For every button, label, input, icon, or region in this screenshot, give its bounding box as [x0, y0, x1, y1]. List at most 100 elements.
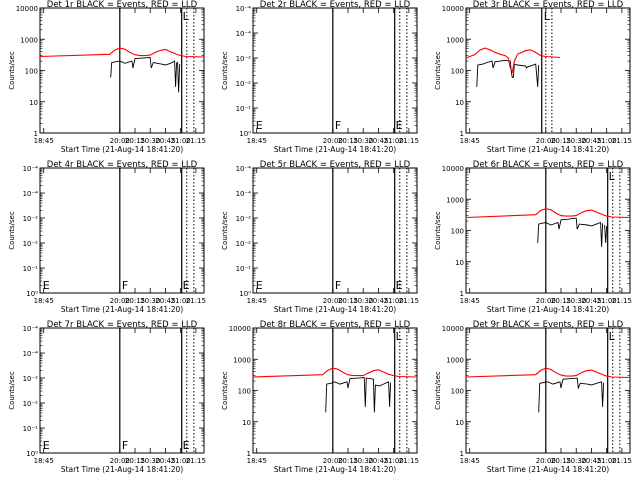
x-tick-label: 21:15 — [612, 297, 632, 305]
x-tick-label: 21:00 — [384, 297, 404, 305]
series-events-line — [110, 57, 178, 87]
x-tick-label: 21:15 — [186, 457, 206, 465]
series-events-line — [604, 224, 608, 243]
panel-det-9: Det 9r BLACK = Events, RED = LLD 10000 100… — [434, 320, 632, 474]
panel-det-6: Det 6r BLACK = Events, RED = LLD 10000 100… — [434, 160, 632, 314]
series-lld-line — [39, 47, 205, 58]
plot-frame — [39, 167, 205, 294]
y-axis-label: Counts/sec — [221, 51, 229, 90]
y-tick-label: 1000 — [446, 356, 464, 364]
y-tick-label: 10000 — [442, 5, 464, 13]
y-tick-label: 10⁻¹ — [23, 265, 39, 273]
flag-label: E — [43, 279, 50, 292]
x-axis-label: Start Time (21-Aug-14 18:41:20) — [274, 145, 396, 154]
x-tick-label: 21:00 — [171, 457, 191, 465]
plot-frame — [465, 7, 631, 134]
y-tick-label: 1000 — [233, 356, 251, 364]
plot-frame — [252, 7, 418, 134]
x-tick-label: 21:15 — [612, 137, 632, 145]
y-tick-label: 10⁻⁴ — [236, 190, 252, 198]
x-tick-label: 20:15 — [551, 297, 571, 305]
x-axis-label: Start Time (21-Aug-14 18:41:20) — [61, 145, 183, 154]
y-tick-label: 1000 — [446, 196, 464, 204]
x-axis-label: Start Time (21-Aug-14 18:41:20) — [487, 145, 609, 154]
series-lld-line — [465, 47, 561, 74]
x-tick-label: 18:45 — [247, 297, 267, 305]
y-tick-label: 10⁻⁴ — [236, 5, 252, 13]
x-axis-label: Start Time (21-Aug-14 18:41:20) — [487, 465, 609, 474]
x-tick-label: 21:15 — [186, 297, 206, 305]
x-tick-label: 21:00 — [171, 137, 191, 145]
x-tick-label: 20:15 — [551, 137, 571, 145]
x-tick-label: 20:30 — [566, 457, 586, 465]
x-tick-label: 20:00 — [536, 297, 556, 305]
x-tick-label: 21:00 — [597, 457, 617, 465]
y-tick-label: 10000 — [442, 165, 464, 173]
plot-frame — [465, 167, 631, 294]
x-tick-label: 21:15 — [186, 137, 206, 145]
plot-frame — [39, 327, 205, 454]
flag-label: E — [183, 439, 190, 452]
series-events-line — [538, 377, 605, 413]
y-tick-label: 10⁰ — [239, 130, 251, 138]
x-tick-label: 20:30 — [140, 297, 160, 305]
x-tick-label: 20:15 — [125, 297, 145, 305]
y-axis-label: Counts/sec — [434, 211, 442, 250]
x-tick-label: 20:30 — [353, 297, 373, 305]
x-axis-label: Start Time (21-Aug-14 18:41:20) — [61, 305, 183, 314]
panel-det-2: Det 2r BLACK = Events, RED = LLD 10⁻⁴ 10⁻⁴… — [221, 0, 419, 154]
panel-det-3: Det 3r BLACK = Events, RED = LLD 10000 100… — [434, 0, 632, 154]
x-tick-label: 20:15 — [125, 137, 145, 145]
x-tick-label: 20:30 — [566, 297, 586, 305]
flag-label: L — [609, 170, 616, 183]
plot-frame — [252, 167, 418, 294]
y-tick-label: 10000 — [442, 325, 464, 333]
flag-label: L — [183, 10, 190, 23]
x-tick-label: 20:00 — [110, 297, 130, 305]
flag-label: E — [256, 279, 263, 292]
x-tick-label: 20:45 — [581, 137, 601, 145]
x-axis-label: Start Time (21-Aug-14 18:41:20) — [487, 305, 609, 314]
y-tick-label: 1 — [460, 290, 464, 298]
panel-title: Det 6r BLACK = Events, RED = LLD — [473, 160, 624, 170]
x-axis-label: Start Time (21-Aug-14 18:41:20) — [61, 465, 183, 474]
y-tick-label: 1 — [460, 450, 464, 458]
flag-label: E — [43, 439, 50, 452]
x-tick-label: 20:30 — [353, 457, 373, 465]
x-tick-label: 20:30 — [353, 137, 373, 145]
x-tick-label: 20:00 — [536, 137, 556, 145]
y-tick-label: 100 — [451, 228, 464, 236]
flag-label: E — [396, 119, 403, 132]
x-tick-label: 20:45 — [368, 137, 388, 145]
y-tick-label: 100 — [451, 388, 464, 396]
plot-frame — [252, 327, 418, 454]
y-tick-label: 10000 — [229, 325, 251, 333]
y-tick-label: 10⁻² — [23, 240, 39, 248]
flag-label: F — [335, 279, 341, 292]
x-tick-label: 20:15 — [338, 137, 358, 145]
y-tick-label: 1000 — [446, 36, 464, 44]
flag-label: L — [544, 10, 551, 23]
x-tick-label: 18:45 — [460, 137, 480, 145]
y-tick-label: 10⁻¹ — [23, 425, 39, 433]
x-tick-label: 20:30 — [140, 457, 160, 465]
y-tick-label: 1 — [247, 450, 251, 458]
y-tick-label: 100 — [451, 68, 464, 76]
series-events-line — [537, 217, 604, 247]
y-tick-label: 10⁻⁴ — [236, 165, 252, 173]
flag-label: E — [183, 279, 190, 292]
y-tick-label: 10⁻² — [23, 375, 39, 383]
y-tick-label: 100 — [238, 388, 251, 396]
x-tick-label: 18:45 — [34, 457, 54, 465]
x-tick-label: 20:00 — [323, 297, 343, 305]
y-axis-label: Counts/sec — [221, 371, 229, 410]
y-tick-label: 10 — [242, 419, 251, 427]
y-tick-label: 10 — [455, 259, 464, 267]
y-tick-label: 10⁻² — [236, 240, 252, 248]
x-tick-label: 18:45 — [460, 457, 480, 465]
y-tick-label: 10⁻² — [236, 215, 252, 223]
flag-label: E — [396, 279, 403, 292]
y-axis-label: Counts/sec — [8, 211, 16, 250]
panel-det-5: Det 5r BLACK = Events, RED = LLD 10⁻⁴ 10⁻⁴… — [221, 160, 419, 314]
